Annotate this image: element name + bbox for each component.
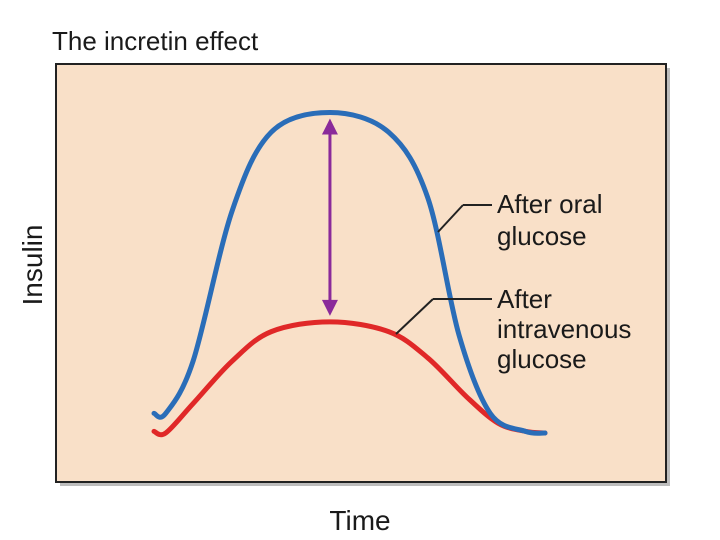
plot-area: [55, 63, 667, 483]
x-axis-label: Time: [329, 505, 390, 536]
leader-line-iv: [395, 298, 434, 335]
series-label-iv-line-1: After: [497, 284, 552, 314]
y-axis-label: Insulin: [17, 225, 48, 306]
series-line-oral-glucose: [151, 110, 548, 436]
series-label-iv-line-3: glucose: [497, 344, 587, 374]
leader-line-oral: [437, 204, 464, 233]
annotation-layer: [321, 118, 338, 316]
difference-arrow-head-bottom: [321, 299, 338, 316]
series-layer: [151, 110, 548, 438]
series-label-oral: After oral glucose: [497, 189, 610, 251]
series-label-oral-line-1: After oral: [497, 189, 603, 219]
series-label-oral-line-2: glucose: [497, 221, 587, 251]
series-label-iv: After intravenous glucose: [497, 284, 639, 374]
difference-arrow-head-top: [321, 118, 338, 135]
series-label-iv-line-2: intravenous: [497, 314, 631, 344]
chart-title: The incretin effect: [52, 26, 259, 56]
